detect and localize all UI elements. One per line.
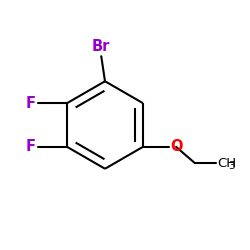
Text: F: F — [26, 96, 36, 110]
Text: 3: 3 — [228, 162, 235, 172]
Text: O: O — [170, 139, 182, 154]
Text: F: F — [26, 139, 36, 154]
Text: CH: CH — [218, 158, 236, 170]
Text: Br: Br — [92, 39, 110, 54]
